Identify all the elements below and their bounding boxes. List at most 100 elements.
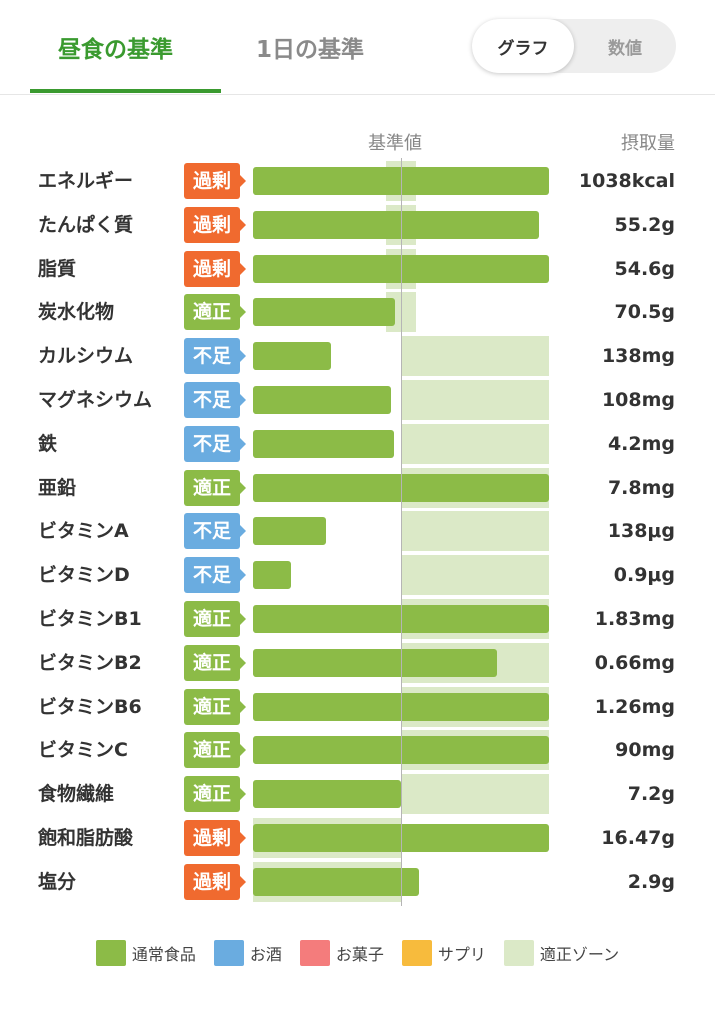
intake-value: 1038kcal bbox=[578, 170, 675, 192]
legend-swatch bbox=[299, 940, 330, 966]
nutrient-row: カルシウム 不足 138mg bbox=[0, 336, 715, 380]
reference-line bbox=[401, 158, 402, 906]
nutrient-row: ビタミンB2 適正 0.66mg bbox=[0, 642, 715, 687]
legend-label: 通常食品 bbox=[131, 945, 196, 964]
legend-item: サプリ bbox=[401, 940, 486, 966]
nutrient-row: エネルギー 過剰 1038kcal bbox=[0, 161, 715, 205]
legend-swatch bbox=[401, 940, 432, 966]
toggle-graph-button[interactable]: グラフ bbox=[472, 19, 574, 73]
optimal-zone bbox=[401, 336, 549, 377]
intake-value: 108mg bbox=[601, 389, 675, 411]
status-badge: 適正 bbox=[184, 601, 246, 637]
intake-bar bbox=[253, 561, 292, 590]
chart-legend: 通常食品 お酒 お菓子 サプリ 適正ゾーン bbox=[0, 938, 715, 968]
status-badge: 過剰 bbox=[184, 250, 246, 287]
nutrient-name: 脂質 bbox=[38, 257, 77, 280]
legend-label: お酒 bbox=[249, 945, 282, 964]
legend-swatch bbox=[95, 940, 126, 966]
legend-item: 通常食品 bbox=[95, 940, 196, 966]
nutrient-row: 食物繊維 適正 7.2g bbox=[0, 774, 715, 818]
nutrient-row: ビタミンB6 適正 1.26mg bbox=[0, 686, 715, 731]
optimal-zone bbox=[401, 511, 549, 552]
intake-value: 2.9g bbox=[627, 870, 675, 893]
nutrient-row: ビタミンD 不足 0.9μg bbox=[0, 555, 715, 599]
toggle-values-button[interactable]: 数値 bbox=[608, 38, 642, 59]
legend-label: サプリ bbox=[437, 945, 486, 964]
intake-value: 7.8mg bbox=[607, 476, 675, 499]
intake-value: 7.2g bbox=[627, 783, 675, 806]
nutrient-row: 塩分 過剰 2.9g bbox=[0, 861, 715, 906]
intake-bar bbox=[253, 780, 401, 809]
nutrient-name: 食物繊維 bbox=[38, 783, 115, 806]
legend-swatch bbox=[503, 940, 534, 966]
status-badge: 過剰 bbox=[184, 163, 246, 199]
intake-value: 138mg bbox=[601, 345, 675, 368]
nutrient-row: ビタミンA 不足 138μg bbox=[0, 511, 715, 555]
legend-item: お菓子 bbox=[299, 940, 384, 966]
nutrient-name: ビタミンB1 bbox=[38, 608, 142, 630]
status-badge: 適正 bbox=[184, 688, 246, 725]
status-badge: 適正 bbox=[184, 469, 246, 506]
intake-bar bbox=[253, 210, 539, 239]
status-badge: 不足 bbox=[184, 338, 246, 375]
intake-value: 1.83mg bbox=[594, 608, 675, 630]
nutrient-name: エネルギー bbox=[38, 170, 134, 192]
nutrient-row: 鉄 不足 4.2mg bbox=[0, 423, 715, 468]
status-badge: 不足 bbox=[184, 425, 246, 462]
optimal-zone bbox=[401, 423, 549, 464]
legend-swatch bbox=[213, 940, 244, 966]
intake-bar bbox=[253, 867, 419, 896]
optimal-zone bbox=[401, 555, 549, 596]
optimal-zone bbox=[401, 774, 549, 815]
status-badge: 過剰 bbox=[184, 863, 246, 900]
view-toggle[interactable]: グラフ 数値 bbox=[472, 19, 676, 73]
intake-value: 54.6g bbox=[614, 257, 675, 280]
status-badge: 適正 bbox=[184, 776, 246, 813]
nutrient-row: ビタミンB1 適正 1.83mg bbox=[0, 599, 715, 643]
nutrient-row: 飽和脂肪酸 過剰 16.47g bbox=[0, 818, 715, 862]
legend-item: 適正ゾーン bbox=[503, 940, 620, 966]
intake-bar bbox=[253, 648, 498, 677]
tab-daily-standard[interactable]: 1日の基準 bbox=[256, 37, 365, 63]
tab-lunch-standard[interactable]: 昼食の基準 bbox=[58, 37, 173, 63]
intake-value: 138μg bbox=[607, 520, 675, 543]
intake-header: 摂取量 bbox=[621, 133, 675, 154]
nutrient-name: マグネシウム bbox=[38, 389, 153, 411]
legend-item: お酒 bbox=[213, 940, 282, 966]
nutrient-row: マグネシウム 不足 108mg bbox=[0, 380, 715, 424]
nutrient-name: 炭水化物 bbox=[38, 301, 115, 324]
intake-value: 70.5g bbox=[614, 301, 675, 324]
intake-value: 90mg bbox=[615, 739, 675, 762]
nutrient-row: 亜鉛 適正 7.8mg bbox=[0, 467, 715, 512]
status-badge: 不足 bbox=[184, 557, 246, 594]
reference-value-header: 基準値 bbox=[368, 133, 422, 154]
nutrient-name: 亜鉛 bbox=[38, 476, 77, 499]
intake-value: 1.26mg bbox=[594, 695, 675, 718]
optimal-zone bbox=[401, 380, 549, 420]
nutrient-row: 脂質 過剰 54.6g bbox=[0, 248, 715, 293]
intake-value: 4.2mg bbox=[607, 432, 675, 455]
intake-bar bbox=[253, 386, 391, 414]
intake-bar bbox=[253, 298, 396, 327]
intake-value: 0.9μg bbox=[613, 564, 675, 587]
legend-label: 適正ゾーン bbox=[539, 945, 620, 964]
status-badge: 不足 bbox=[184, 513, 246, 550]
active-tab-indicator bbox=[30, 89, 221, 93]
nutrient-name: 飽和脂肪酸 bbox=[38, 827, 134, 849]
nutrient-name: ビタミンC bbox=[38, 739, 128, 762]
intake-bar bbox=[253, 342, 332, 371]
intake-value: 55.2g bbox=[614, 213, 675, 236]
legend-label: お菓子 bbox=[335, 945, 384, 964]
nutrient-name: ビタミンA bbox=[38, 520, 129, 543]
nutrient-name: ビタミンD bbox=[38, 564, 130, 587]
status-badge: 過剰 bbox=[184, 206, 246, 243]
intake-bar bbox=[253, 429, 394, 458]
nutrient-name: カルシウム bbox=[38, 345, 134, 368]
nutrient-name: ビタミンB2 bbox=[38, 651, 142, 674]
status-badge: 過剰 bbox=[184, 820, 246, 856]
nutrient-name: ビタミンB6 bbox=[38, 695, 142, 718]
nutrient-row: 炭水化物 適正 70.5g bbox=[0, 292, 715, 336]
status-badge: 不足 bbox=[184, 382, 246, 418]
status-badge: 適正 bbox=[184, 732, 246, 769]
tab-bar: 昼食の基準 1日の基準 グラフ 数値 bbox=[0, 0, 715, 95]
